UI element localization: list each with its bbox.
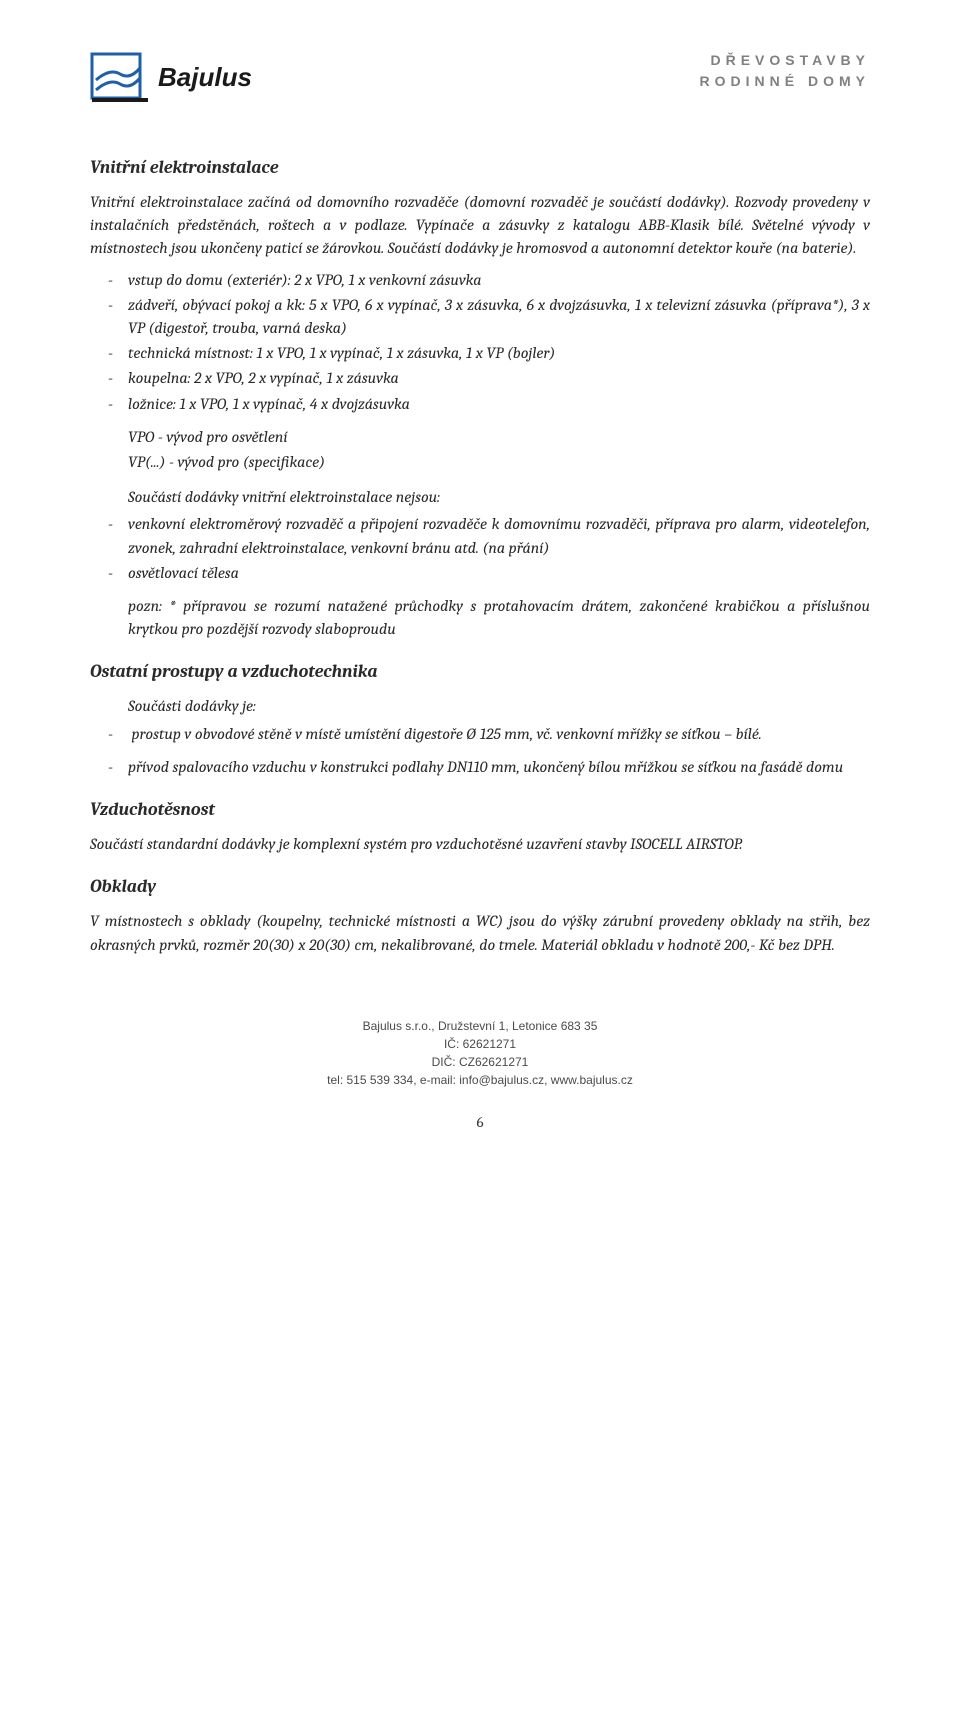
list-item: přívod spalovacího vzduchu v konstrukci …: [90, 756, 870, 779]
not-included-intro: Součástí dodávky vnitřní elektroinstalac…: [90, 486, 870, 509]
legend-vp: VP(...) - vývod pro (specifikace): [90, 451, 870, 474]
not-included-list: venkovní elektroměrový rozvaděč a připoj…: [90, 513, 870, 585]
logo-text: Bajulus: [158, 62, 252, 93]
section-title-obklady: Obklady: [90, 874, 870, 900]
header-tagline: DŘEVOSTAVBY RODINNÉ DOMY: [700, 50, 870, 92]
list-item: technická místnost: 1 x VPO, 1 x vypínač…: [90, 342, 870, 365]
logo: Bajulus: [90, 50, 252, 105]
list-item: koupelna: 2 x VPO, 2 x vypínač, 1 x zásu…: [90, 367, 870, 390]
prostupy-intro: Součásti dodávky je:: [90, 695, 870, 718]
list-item: zádveří, obývací pokoj a kk: 5 x VPO, 6 …: [90, 294, 870, 340]
legend-vpo: VPO - vývod pro osvětlení: [90, 426, 870, 449]
prostupy-list: prostup v obvodové stěně v místě umístěn…: [90, 723, 870, 779]
logo-mark-icon: [90, 50, 150, 105]
tagline-line-1: DŘEVOSTAVBY: [700, 50, 870, 71]
tagline-line-2: RODINNÉ DOMY: [700, 71, 870, 92]
list-item: ložnice: 1 x VPO, 1 x vypínač, 4 x dvojz…: [90, 393, 870, 416]
section-title-vzduchotesnost: Vzduchotěsnost: [90, 797, 870, 823]
elektro-list: vstup do domu (exteriér): 2 x VPO, 1 x v…: [90, 269, 870, 416]
section-title-elektro: Vnitřní elektroinstalace: [90, 155, 870, 181]
vzduchotesnost-text: Součástí standardní dodávky je komplexní…: [90, 833, 870, 856]
section-title-prostupy: Ostatní prostupy a vzduchotechnika: [90, 659, 870, 685]
list-item: venkovní elektroměrový rozvaděč a připoj…: [90, 513, 870, 559]
list-item: osvětlovací tělesa: [90, 562, 870, 585]
footer-dic: DIČ: CZ62621271: [90, 1053, 870, 1071]
footer-contact: tel: 515 539 334, e-mail: info@bajulus.c…: [90, 1071, 870, 1089]
list-item: vstup do domu (exteriér): 2 x VPO, 1 x v…: [90, 269, 870, 292]
footer-ic: IČ: 62621271: [90, 1035, 870, 1053]
list-item: prostup v obvodové stěně v místě umístěn…: [90, 723, 870, 746]
document-body: Vnitřní elektroinstalace Vnitřní elektro…: [90, 155, 870, 957]
page-number: 6: [90, 1113, 870, 1131]
elektro-note: pozn: * přípravou se rozumí natažené prů…: [90, 595, 870, 641]
page-footer: Bajulus s.r.o., Družstevní 1, Letonice 6…: [90, 1017, 870, 1089]
footer-address: Bajulus s.r.o., Družstevní 1, Letonice 6…: [90, 1017, 870, 1035]
page-header: Bajulus DŘEVOSTAVBY RODINNÉ DOMY: [90, 50, 870, 105]
obklady-text: V místnostech s obklady (koupelny, techn…: [90, 910, 870, 956]
elektro-intro: Vnitřní elektroinstalace začíná od domov…: [90, 191, 870, 261]
